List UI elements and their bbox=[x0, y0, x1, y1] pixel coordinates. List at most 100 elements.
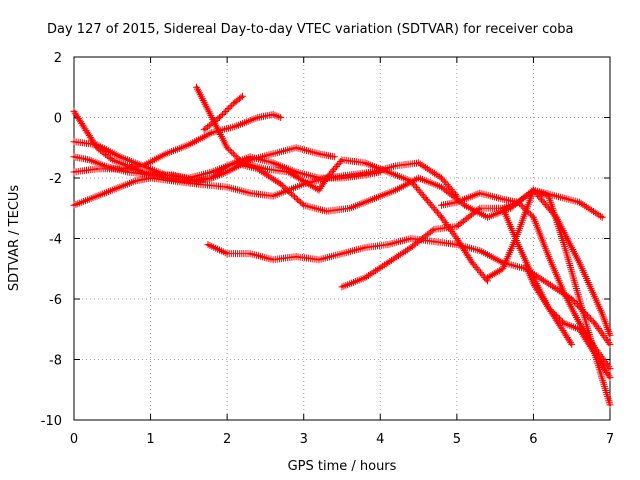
data-point bbox=[363, 161, 367, 165]
data-point bbox=[302, 204, 305, 207]
data-point bbox=[294, 146, 298, 149]
chart-title: Day 127 of 2015, Sidereal Day-to-day VTE… bbox=[47, 22, 573, 37]
data-point bbox=[225, 252, 229, 255]
data-point bbox=[317, 258, 321, 261]
data-point bbox=[126, 170, 129, 174]
x-tick-label: 0 bbox=[70, 432, 78, 447]
data-point bbox=[141, 170, 145, 174]
data-point bbox=[394, 188, 397, 192]
data-point bbox=[271, 161, 275, 165]
data-point bbox=[547, 306, 550, 310]
y-tick-label: 0 bbox=[54, 112, 62, 127]
data-point bbox=[111, 158, 114, 162]
data-point bbox=[432, 228, 436, 231]
y-axis-label: SDTVAR / TECUs bbox=[7, 185, 22, 292]
data-point bbox=[294, 255, 298, 258]
data-point bbox=[386, 261, 390, 264]
data-point bbox=[164, 152, 168, 155]
series-track-13 bbox=[522, 262, 576, 348]
series-markers bbox=[200, 92, 246, 134]
data-point bbox=[608, 334, 612, 337]
data-point bbox=[562, 322, 566, 325]
data-point bbox=[432, 240, 436, 243]
data-point bbox=[279, 182, 282, 186]
data-point bbox=[608, 403, 612, 407]
y-tick-label: -10 bbox=[41, 414, 62, 429]
data-point bbox=[241, 161, 244, 165]
data-point bbox=[333, 155, 336, 159]
data-point bbox=[210, 170, 214, 174]
data-point bbox=[271, 258, 275, 261]
series-group bbox=[70, 83, 614, 409]
data-point bbox=[271, 194, 275, 198]
series-track-10 bbox=[438, 186, 606, 221]
data-point bbox=[532, 188, 535, 192]
x-tick-label: 3 bbox=[300, 432, 308, 447]
data-point bbox=[562, 331, 566, 334]
data-point bbox=[570, 297, 573, 301]
data-point bbox=[210, 176, 214, 180]
data-point bbox=[111, 188, 114, 192]
data-point bbox=[225, 170, 229, 174]
data-point bbox=[271, 152, 275, 155]
data-point bbox=[608, 343, 612, 346]
data-point bbox=[516, 243, 520, 246]
data-point bbox=[470, 261, 474, 264]
x-tick-label: 6 bbox=[529, 432, 537, 447]
data-point bbox=[593, 352, 596, 355]
data-point bbox=[417, 161, 420, 165]
data-point bbox=[562, 291, 566, 295]
data-point bbox=[516, 201, 520, 204]
data-point bbox=[425, 197, 428, 201]
x-tick-label: 2 bbox=[223, 432, 231, 447]
series-markers bbox=[338, 198, 614, 373]
data-point bbox=[195, 86, 198, 89]
x-axis: 0 1 2 3 4 5 6 7 bbox=[70, 57, 614, 447]
data-point bbox=[218, 131, 221, 134]
data-point bbox=[118, 167, 122, 171]
data-point bbox=[363, 276, 367, 280]
data-point bbox=[141, 164, 145, 168]
data-point bbox=[409, 237, 413, 240]
data-point bbox=[578, 322, 581, 325]
data-point bbox=[325, 210, 328, 213]
data-point bbox=[317, 188, 321, 192]
data-point bbox=[578, 328, 581, 331]
data-point bbox=[95, 146, 99, 149]
data-point bbox=[317, 152, 321, 155]
data-point bbox=[501, 267, 504, 270]
data-point bbox=[409, 179, 413, 183]
data-point bbox=[486, 276, 489, 280]
data-point bbox=[524, 264, 527, 267]
data-point bbox=[486, 216, 489, 219]
data-point bbox=[248, 158, 252, 162]
data-point bbox=[440, 176, 443, 180]
data-point bbox=[363, 246, 367, 249]
data-point bbox=[601, 312, 604, 316]
x-tick-label: 7 bbox=[606, 432, 614, 447]
series-track-8 bbox=[204, 235, 614, 348]
data-point bbox=[279, 116, 282, 119]
data-point bbox=[440, 216, 443, 219]
data-point bbox=[547, 255, 550, 258]
data-point bbox=[72, 140, 76, 143]
data-point bbox=[72, 155, 76, 159]
data-point bbox=[340, 158, 344, 162]
data-point bbox=[118, 155, 122, 159]
series-track-7 bbox=[200, 92, 246, 134]
y-tick-label: -8 bbox=[49, 354, 62, 369]
data-point bbox=[340, 285, 344, 289]
data-point bbox=[202, 101, 206, 104]
y-tick-label: 2 bbox=[54, 51, 62, 66]
data-point bbox=[478, 249, 482, 252]
series-track-5 bbox=[70, 111, 285, 176]
data-point bbox=[72, 110, 76, 113]
data-point bbox=[455, 201, 459, 204]
data-point bbox=[233, 161, 236, 165]
data-point bbox=[570, 343, 573, 346]
x-tick-label: 1 bbox=[146, 432, 154, 447]
data-point bbox=[463, 204, 466, 207]
data-point bbox=[532, 282, 535, 286]
data-point bbox=[455, 237, 459, 240]
data-point bbox=[478, 207, 482, 210]
